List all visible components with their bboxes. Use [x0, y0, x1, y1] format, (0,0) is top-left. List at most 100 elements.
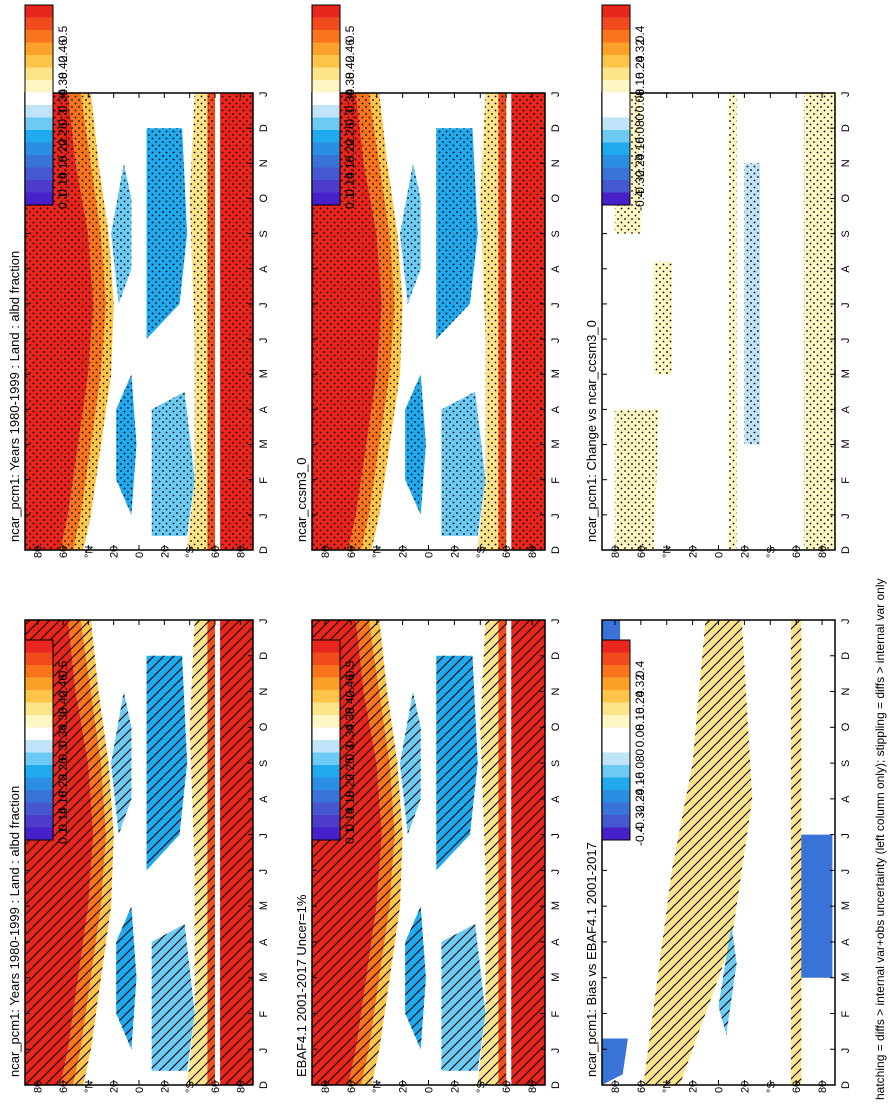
colorbar-swatch: [602, 105, 630, 118]
colorbar-label: 0.38: [56, 72, 70, 96]
southern-red-region-overlay: [498, 93, 507, 550]
colorbar-swatch: [25, 640, 53, 653]
southern-red-region-overlay: [207, 93, 215, 550]
colorbar-swatch: [602, 665, 630, 678]
lat-tick-label: 60: [791, 546, 803, 558]
southern-red-region-overlay: [207, 620, 215, 1085]
colorbar-swatch: [602, 155, 630, 168]
colorbar-label: -0.08: [633, 755, 647, 783]
colorbar-label: -0.16: [633, 772, 647, 800]
month-tick-label: A: [840, 265, 852, 273]
colorbar: 0.40.320.240.160.080-0.08-0.16-0.24-0.32…: [601, 639, 647, 846]
month-tick-label: J: [550, 302, 562, 308]
bias-south-blue: [796, 834, 833, 978]
month-tick-label: S: [840, 760, 852, 767]
colorbar-swatch: [602, 192, 630, 206]
colorbar-frame: [24, 639, 54, 841]
lat-tick-label: 60: [791, 1081, 803, 1093]
month-tick-label: N: [840, 159, 852, 167]
lat-tick-label: 80: [817, 546, 829, 558]
month-tick-label: A: [258, 795, 270, 803]
colorbar-swatch: [602, 80, 630, 93]
colorbar-label: 0.1: [56, 827, 70, 844]
arctic-red-region-overlay: [25, 93, 94, 550]
tropical-blue-region-b-overlay: [111, 691, 132, 835]
colorbar-swatch: [25, 827, 53, 841]
month-tick-label: D: [258, 124, 270, 132]
lat-tick-label: 0: [134, 552, 146, 558]
month-tick-label: A: [550, 938, 562, 946]
southern-blue-region-overlay: [441, 391, 486, 536]
lat-tick-label: 20: [688, 546, 700, 558]
colorbar-swatch: [312, 802, 340, 816]
lat-tick-label: °N: [662, 1081, 674, 1093]
colorbar-label: 0: [633, 749, 647, 756]
colorbar-label: 0.5: [343, 25, 357, 42]
colorbar: 0.50.460.420.380.340.30.260.220.180.140.…: [24, 639, 70, 844]
lat-tick-label: 20: [398, 546, 410, 558]
colorbar-swatch: [25, 192, 53, 206]
colorbar-swatch: [25, 155, 53, 168]
colorbar-swatch: [312, 55, 340, 68]
tropical-blue-region-b-overlay: [111, 163, 132, 304]
month-tick-label: O: [550, 193, 562, 202]
lat-tick-label: 80: [610, 1081, 622, 1093]
arctic-red-region-overlay: [312, 93, 382, 550]
colorbar-label: 0.1: [343, 192, 357, 209]
lat-tick-label: 80: [33, 546, 45, 558]
antarctic-region-overlay: [511, 93, 545, 550]
change-tropical-yellow-overlay: [728, 93, 737, 550]
antarctic-region-overlay: [220, 620, 253, 1085]
arctic-orange-region-overlay: [60, 620, 107, 1085]
colorbar-swatch: [25, 715, 53, 728]
colorbar-swatch: [602, 652, 630, 666]
lat-tick-label: °S: [765, 1081, 777, 1093]
colorbar-swatch: [312, 17, 340, 31]
colorbar-swatch: [602, 180, 630, 193]
lat-tick-label: 60: [210, 1081, 222, 1093]
colorbar-swatch: [602, 117, 630, 131]
month-tick-label: O: [258, 722, 270, 731]
colorbar-label: 0.42: [343, 55, 357, 79]
colorbar-frame: [601, 639, 631, 841]
change-north-yellow-c-overlay: [653, 261, 672, 375]
colorbar-label: 0.3: [343, 744, 357, 761]
month-tick-label: M: [258, 901, 270, 910]
colorbar-swatch: [312, 815, 340, 828]
colorbar-swatch: [312, 777, 340, 791]
colorbar-swatch: [25, 790, 53, 803]
month-tick-label: D: [258, 1081, 270, 1089]
month-tick-label: A: [550, 405, 562, 413]
month-tick-label: M: [258, 973, 270, 982]
colorbar-swatch: [602, 142, 630, 156]
colorbar-swatch: [25, 777, 53, 791]
colorbar-label: 0.46: [56, 39, 70, 63]
colorbar-swatch: [312, 155, 340, 168]
lat-tick-label: 20: [739, 1081, 751, 1093]
colorbar-swatch: [312, 652, 340, 666]
southern-blue-region-overlay: [441, 924, 486, 1071]
colorbar-label: 0.3: [343, 109, 357, 126]
month-tick-label: D: [550, 546, 562, 554]
north-yellow-region-overlay: [73, 620, 114, 1085]
colorbar-swatch: [25, 727, 53, 741]
month-tick-label: M: [258, 369, 270, 378]
colorbar-swatch: [312, 5, 340, 18]
month-tick-label: S: [550, 760, 562, 767]
colorbar-label: -0.32: [633, 170, 647, 198]
colorbar-label: 0.26: [56, 757, 70, 781]
month-tick-label: J: [258, 1048, 270, 1054]
month-tick-label: J: [258, 619, 270, 625]
colorbar-label: 0.3: [56, 744, 70, 761]
colorbar-label: 0.22: [343, 139, 357, 163]
month-tick-label: J: [840, 302, 852, 308]
month-tick-label: A: [258, 405, 270, 413]
colorbar-swatch: [602, 727, 630, 741]
month-tick-label: M: [258, 439, 270, 448]
colorbar-label: 0.34: [343, 724, 357, 748]
colorbar-label: 0.1: [343, 827, 357, 844]
colorbar-label: 0.46: [343, 39, 357, 63]
month-tick-label: M: [840, 901, 852, 910]
colorbar-label: 0.5: [56, 660, 70, 677]
colorbar-swatch: [602, 702, 630, 716]
